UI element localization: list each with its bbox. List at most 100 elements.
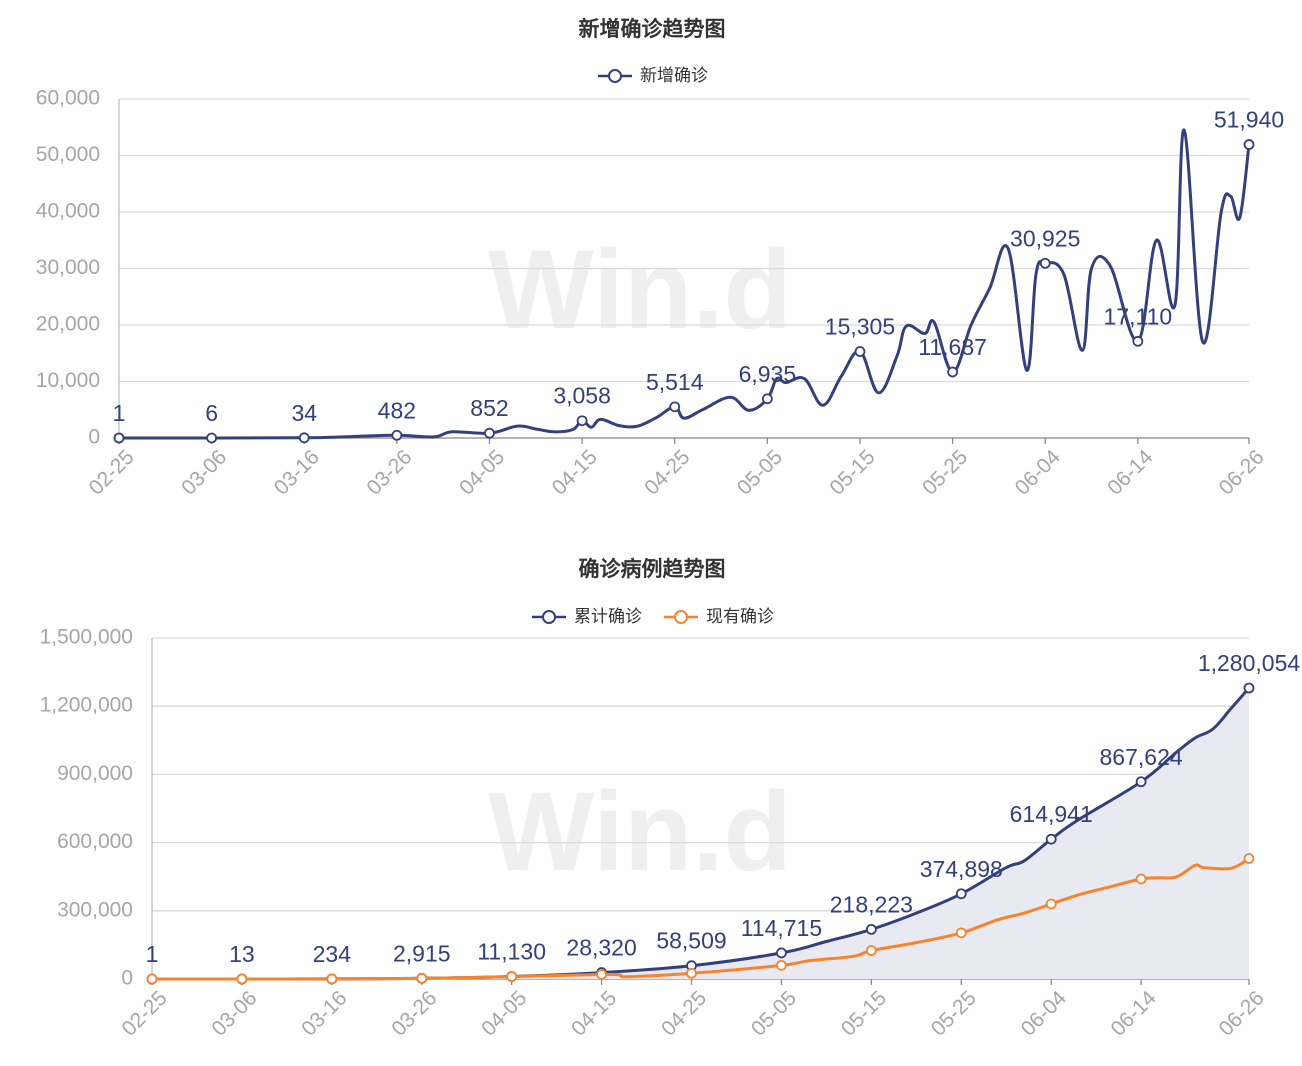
- series-1: [113, 128, 1255, 444]
- data-label: 1: [146, 941, 159, 967]
- data-label: 34: [291, 400, 317, 426]
- y-tick-label: 30,000: [36, 256, 100, 279]
- data-point[interactable]: [1243, 853, 1255, 864]
- data-label: 218,223: [830, 891, 913, 917]
- data-label: 13: [229, 941, 255, 967]
- legend: 新增确诊: [598, 66, 708, 86]
- chart-title: 确诊病例趋势图: [579, 557, 726, 581]
- y-tick-label: 600,000: [57, 830, 133, 853]
- data-point[interactable]: [1243, 139, 1255, 150]
- y-tick-label: 1,200,000: [40, 694, 133, 717]
- data-point[interactable]: [1039, 257, 1051, 269]
- data-point[interactable]: [1045, 898, 1057, 910]
- y-tick-label: 0: [88, 426, 100, 449]
- x-tick-label: 03-06: [177, 445, 231, 499]
- data-point[interactable]: [113, 432, 125, 444]
- legend: 累计确诊 现有确诊: [532, 607, 774, 627]
- data-point[interactable]: [865, 945, 877, 956]
- y-tick-label: 50,000: [36, 143, 100, 166]
- data-point[interactable]: [1045, 833, 1057, 845]
- data-label: 11,130: [477, 938, 546, 964]
- legend-item-1[interactable]: 新增确诊: [598, 66, 708, 86]
- data-point[interactable]: [484, 427, 495, 439]
- data-point[interactable]: [776, 947, 787, 959]
- data-point[interactable]: [761, 393, 773, 405]
- legend-label: 现有确诊: [706, 607, 774, 627]
- x-tick-label: 06-26: [1214, 445, 1268, 499]
- data-point[interactable]: [326, 973, 338, 985]
- data-point[interactable]: [686, 967, 697, 979]
- data-label: 51,940: [1214, 107, 1284, 133]
- x-tick-label: 04-25: [640, 445, 694, 499]
- x-tick-label: 05-15: [837, 986, 891, 1040]
- data-point[interactable]: [1135, 873, 1147, 885]
- legend-marker: [674, 610, 688, 624]
- legend-item-2[interactable]: 现有确诊: [664, 607, 774, 627]
- data-point[interactable]: [236, 973, 248, 985]
- data-point[interactable]: [576, 415, 588, 427]
- watermark-logo: Win.d: [488, 227, 792, 352]
- legend-marker: [542, 610, 556, 624]
- x-tick-label: 06-04: [1017, 986, 1071, 1040]
- x-tick-label: 06-26: [1214, 986, 1268, 1040]
- y-tick-label: 900,000: [57, 762, 133, 785]
- data-label: 17,110: [1104, 303, 1173, 329]
- data-point[interactable]: [776, 959, 787, 971]
- data-point[interactable]: [955, 927, 967, 939]
- data-label: 114,715: [741, 915, 822, 941]
- data-point[interactable]: [854, 346, 866, 357]
- legend-marker: [608, 69, 622, 83]
- y-tick-label: 20,000: [36, 313, 100, 336]
- x-tick-label: 06-14: [1103, 445, 1157, 499]
- data-point[interactable]: [1132, 335, 1144, 347]
- y-tick-label: 0: [121, 967, 133, 990]
- data-label: 867,624: [1100, 744, 1183, 770]
- data-point[interactable]: [146, 973, 158, 985]
- chart-title: 新增确诊趋势图: [579, 17, 726, 41]
- data-label: 234: [313, 941, 352, 967]
- data-label: 6: [205, 400, 218, 426]
- x-tick-label: 05-15: [825, 445, 879, 499]
- data-point[interactable]: [206, 432, 218, 444]
- x-tick-label: 03-26: [362, 445, 416, 499]
- x-tick-label: 05-25: [918, 445, 972, 499]
- data-label: 3,058: [553, 383, 611, 409]
- x-tick-label: 04-15: [567, 986, 621, 1040]
- x-tick-label: 05-05: [747, 986, 801, 1040]
- data-label: 15,305: [825, 314, 895, 340]
- x-tick-label: 06-14: [1107, 986, 1161, 1040]
- data-label: 58,509: [656, 928, 726, 954]
- x-tick-label: 03-16: [297, 986, 351, 1040]
- legend-label: 累计确诊: [574, 607, 642, 627]
- chart-1: 新增确诊趋势图 Win.d 新增确诊 60,000 50,000 40,000 30,000…: [36, 17, 1284, 500]
- data-label: 6,935: [739, 361, 797, 387]
- grid-lines: [119, 98, 1249, 439]
- data-point[interactable]: [669, 401, 681, 413]
- data-point[interactable]: [955, 888, 967, 900]
- x-tick-label: 05-25: [927, 986, 981, 1040]
- y-tick-label: 300,000: [57, 898, 133, 921]
- data-point[interactable]: [416, 972, 428, 984]
- data-point[interactable]: [865, 923, 877, 935]
- data-label: 614,941: [1010, 801, 1093, 827]
- x-tick-label: 04-05: [477, 986, 531, 1040]
- chart-2: 确诊病例趋势图 Win.d 累计确诊 现有确诊 1,500,000 1,200,000 90…: [40, 557, 1301, 1041]
- data-point[interactable]: [298, 432, 310, 444]
- data-point[interactable]: [596, 969, 607, 980]
- y-tick-label: 40,000: [36, 200, 100, 223]
- x-tick-label: 04-05: [455, 445, 509, 499]
- x-tick-label: 06-04: [1011, 445, 1065, 499]
- data-point[interactable]: [391, 429, 403, 441]
- x-tick-label: 03-06: [207, 986, 261, 1040]
- x-tick-label: 05-05: [733, 445, 787, 499]
- data-point[interactable]: [1243, 682, 1255, 694]
- data-point[interactable]: [506, 971, 518, 983]
- x-tick-label: 03-26: [387, 986, 441, 1040]
- data-label: 1: [113, 400, 126, 426]
- data-point[interactable]: [1135, 776, 1147, 788]
- series-line: [150, 857, 1251, 981]
- data-point[interactable]: [947, 366, 959, 378]
- legend-item-1[interactable]: 累计确诊: [532, 607, 642, 627]
- x-tick-label: 03-16: [270, 445, 324, 499]
- x-tick-label: 02-25: [84, 445, 138, 499]
